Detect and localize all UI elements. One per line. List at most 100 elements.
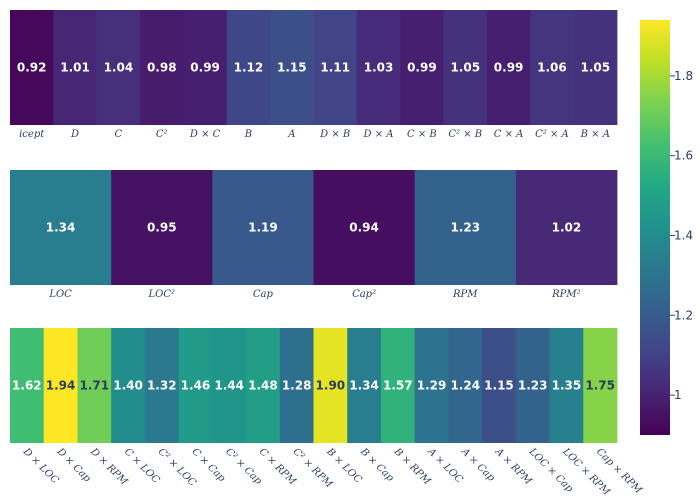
heatmap-cell[interactable]: [10, 170, 112, 285]
heatmap-panel-1: 0.92 icept 1.01 D 1.04 C 0.98 C² 0.99 D × C 1.12 B 1…: [10, 10, 618, 140]
heatmap-cell[interactable]: [380, 328, 416, 443]
heatmap-cell[interactable]: [482, 328, 517, 443]
cell-value-label: 1.19: [248, 221, 278, 235]
heatmap-cell[interactable]: [347, 328, 382, 443]
heatmap-cell[interactable]: [313, 170, 416, 285]
heatmap-cell[interactable]: [183, 10, 228, 125]
heatmap-cell[interactable]: [96, 10, 141, 125]
cell-value-label: 1.32: [147, 379, 177, 393]
cell-value-label: 1.06: [537, 61, 567, 75]
cell-value-label: 1.75: [585, 379, 615, 393]
cell-value-label: 1.23: [518, 379, 548, 393]
cell-value-label: 1.34: [46, 221, 76, 235]
x-tick-label: RPM²: [551, 289, 581, 300]
heatmap-cell[interactable]: [443, 10, 488, 125]
heatmap-cell[interactable]: [515, 328, 550, 443]
cell-value-label: 1.35: [552, 379, 582, 393]
cell-value-label: 1.04: [104, 61, 134, 75]
colorbar-tick-label: 1: [674, 388, 682, 402]
x-tick-label: B × Cap: [357, 446, 396, 485]
heatmap-cell[interactable]: [226, 10, 271, 125]
cell-value-label: 1.46: [181, 379, 211, 393]
colorbar-tick-label: 1.6: [674, 149, 693, 163]
heatmap-cell[interactable]: [111, 328, 146, 443]
cell-value-label: 0.99: [494, 61, 524, 75]
x-tick-label: A × Cap: [458, 446, 497, 485]
heatmap-cell[interactable]: [400, 10, 444, 125]
cell-value-label: 1.29: [417, 379, 447, 393]
cell-value-label: 1.24: [450, 379, 480, 393]
heatmap-cell[interactable]: [246, 328, 281, 443]
heatmap-cell[interactable]: [77, 328, 112, 443]
x-tick-label: D × C: [189, 129, 221, 140]
cell-value-label: 1.05: [450, 61, 480, 75]
x-tick-label: B: [244, 129, 252, 140]
cell-value-label: 1.48: [248, 379, 278, 393]
heatmap-cell[interactable]: [212, 328, 247, 443]
heatmap-cell[interactable]: [549, 328, 584, 443]
colorbar-tick-label: 1.4: [674, 228, 693, 242]
cell-value-label: 0.94: [349, 221, 379, 235]
colorbar-tick-label: 1.8: [674, 69, 693, 83]
x-tick-label: LOC²: [148, 289, 176, 300]
heatmap-cell[interactable]: [313, 10, 358, 125]
x-tick-label: C × A: [494, 129, 524, 140]
x-tick-label: icept: [19, 129, 45, 140]
heatmap-cell[interactable]: [515, 170, 618, 285]
cell-value-label: 1.15: [484, 379, 514, 393]
cell-value-label: 1.44: [214, 379, 244, 393]
x-tick-label: LOC: [48, 289, 72, 300]
x-tick-label: RPM: [452, 289, 478, 300]
heatmap-cell[interactable]: [10, 328, 45, 443]
cell-value-label: 1.71: [80, 379, 110, 393]
heatmap-panel-2: 1.34 LOC 0.95 LOC² 1.19 Cap 0.94 Cap² 1.23 RPM 1.0…: [10, 170, 618, 300]
heatmap-cell[interactable]: [111, 170, 213, 285]
colorbar: 1 1.2 1.4 1.6 1.8: [640, 20, 693, 435]
heatmap-cell[interactable]: [212, 170, 314, 285]
x-tick-label: D × B: [319, 129, 350, 140]
colorbar-gradient: [640, 20, 670, 435]
cell-value-label: 1.94: [46, 379, 76, 393]
cell-value-label: 1.15: [277, 61, 307, 75]
heatmap-cell[interactable]: [486, 10, 531, 125]
cell-value-label: 0.95: [147, 221, 177, 235]
heatmap-cell[interactable]: [140, 10, 184, 125]
heatmap-cell[interactable]: [356, 10, 401, 125]
x-tick-label: C² × A: [535, 129, 569, 140]
cell-value-label: 1.02: [552, 221, 582, 235]
cell-value-label: 0.98: [147, 61, 177, 75]
cell-value-label: 1.40: [113, 379, 143, 393]
heatmap-cell[interactable]: [10, 10, 54, 125]
heatmap-cell[interactable]: [530, 10, 575, 125]
heatmap-cell[interactable]: [414, 328, 449, 443]
heatmap-cell[interactable]: [573, 10, 618, 125]
heatmap-cell[interactable]: [448, 328, 483, 443]
heatmap-cell[interactable]: [178, 328, 213, 443]
heatmap-panels: 0.92 icept 1.01 D 1.04 C 0.98 C² 0.99 D × C 1.12 B 1…: [10, 10, 644, 498]
cell-value-label: 1.12: [234, 61, 264, 75]
heatmap-cell[interactable]: [583, 328, 618, 443]
cell-value-label: 1.03: [364, 61, 394, 75]
x-tick-label: B × A: [580, 129, 610, 140]
heatmap-cell[interactable]: [144, 328, 180, 443]
cell-value-label: 1.62: [12, 379, 42, 393]
cell-value-label: 0.99: [190, 61, 220, 75]
cell-value-label: 1.01: [60, 61, 90, 75]
cell-value-label: 1.05: [581, 61, 611, 75]
heatmap-cell[interactable]: [313, 328, 348, 443]
heatmap-cell[interactable]: [279, 328, 314, 443]
x-tick-label: D: [70, 129, 79, 140]
heatmap-cell[interactable]: [53, 10, 98, 125]
colorbar-tick-label: 1.2: [674, 308, 693, 322]
heatmap-cell[interactable]: [414, 170, 517, 285]
x-tick-label: C²: [156, 129, 168, 140]
heatmap-cell[interactable]: [43, 328, 78, 443]
x-tick-label: Cap: [253, 289, 274, 300]
cell-value-label: 1.23: [450, 221, 480, 235]
x-tick-label: D × A: [363, 129, 394, 140]
x-tick-label: C × B: [407, 129, 437, 140]
cell-value-label: 0.99: [407, 61, 437, 75]
heatmap-cell[interactable]: [270, 10, 314, 125]
